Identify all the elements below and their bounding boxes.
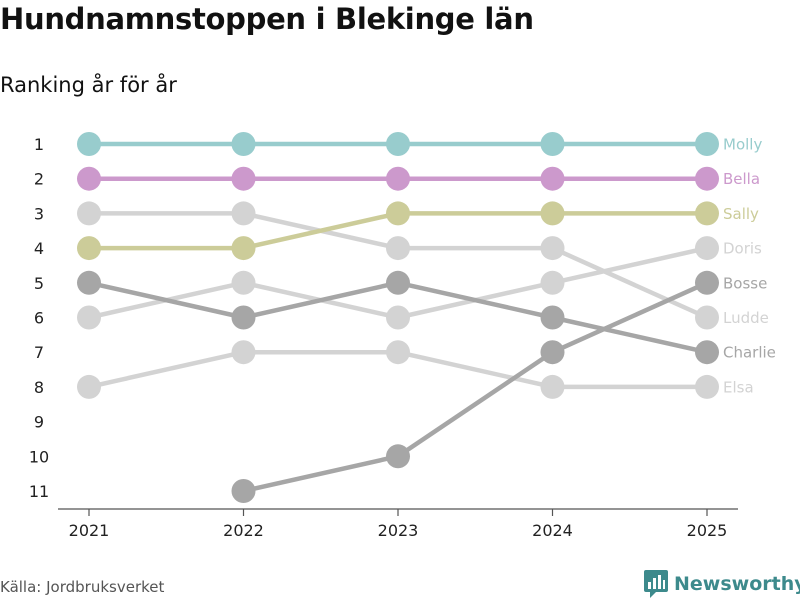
series-layer: Elsa Ludde Doris Charlie Bosse Sally Bella Moll… [77, 132, 776, 503]
point-sally-2021 [77, 236, 101, 261]
point-bella-2022 [231, 166, 256, 191]
point-molly-2024 [540, 132, 565, 156]
y-tick-label-8: 8 [34, 378, 44, 397]
point-doris-2025 [695, 236, 719, 261]
x-axis: 2021 2022 2023 2024 2025 [58, 508, 738, 540]
point-doris-2021 [77, 305, 101, 330]
series-doris: Doris [77, 236, 762, 330]
series-molly: Molly [77, 132, 762, 156]
series-label-sally: Sally [723, 205, 759, 223]
point-doris-2024 [540, 270, 565, 295]
point-sally-2023 [386, 201, 410, 226]
point-sally-2024 [540, 201, 565, 226]
point-charlie-2024 [540, 305, 565, 330]
brand-name: Newsworthy [674, 573, 800, 595]
point-bella-2023 [386, 166, 410, 191]
source-note: Källa: Jordbruksverket [0, 578, 165, 596]
point-bosse-2022 [231, 479, 256, 503]
brand-logo[interactable]: Newsworthy [644, 570, 800, 598]
point-bosse-2023 [386, 444, 410, 469]
series-sally: Sally [77, 201, 759, 261]
point-sally-2025 [695, 201, 719, 226]
point-sally-2022 [231, 236, 256, 261]
point-ludde-2021 [77, 201, 101, 226]
series-label-charlie: Charlie [723, 344, 776, 362]
point-charlie-2023 [386, 270, 410, 295]
y-tick-label-2: 2 [34, 170, 44, 189]
y-tick-label-9: 9 [34, 413, 44, 432]
series-bosse: Bosse [231, 270, 767, 503]
point-elsa-2023 [386, 340, 410, 365]
y-tick-label-6: 6 [34, 309, 44, 328]
point-elsa-2022 [231, 340, 256, 365]
series-label-ludde: Ludde [723, 309, 769, 327]
point-charlie-2021 [77, 270, 101, 295]
y-tick-label-3: 3 [34, 204, 44, 223]
y-axis-ticks: 1 2 3 4 5 6 7 8 9 10 11 [29, 135, 49, 501]
x-tick-label-2024: 2024 [532, 521, 573, 540]
series-label-doris: Doris [723, 240, 762, 258]
point-bella-2024 [540, 166, 565, 191]
point-doris-2023 [386, 305, 410, 330]
point-elsa-2021 [77, 374, 101, 399]
point-molly-2023 [386, 132, 410, 156]
x-tick-label-2025: 2025 [687, 521, 728, 540]
point-elsa-2024 [540, 374, 565, 399]
x-tick-label-2021: 2021 [69, 521, 110, 540]
y-tick-label-5: 5 [34, 274, 44, 293]
series-label-elsa: Elsa [723, 378, 754, 396]
point-ludde-2022 [231, 201, 256, 226]
series-bella: Bella [77, 166, 760, 191]
point-ludde-2023 [386, 236, 410, 261]
point-molly-2025 [695, 132, 719, 156]
series-line-bosse [241, 280, 710, 494]
x-tick-label-2022: 2022 [223, 521, 264, 540]
point-bella-2025 [695, 166, 719, 191]
series-charlie: Charlie [77, 270, 776, 365]
point-ludde-2025 [695, 305, 719, 330]
point-bosse-2025 [695, 270, 719, 295]
series-label-bella: Bella [723, 170, 760, 188]
point-bosse-2024 [540, 340, 565, 365]
newsworthy-logo-icon [644, 570, 668, 598]
point-ludde-2024 [540, 236, 565, 261]
point-bella-2021 [77, 166, 101, 191]
point-elsa-2025 [695, 374, 719, 399]
point-molly-2022 [231, 132, 256, 156]
point-doris-2022 [231, 270, 256, 295]
chart-title: Hundnamnstoppen i Blekinge län [0, 2, 534, 36]
y-tick-label-10: 10 [29, 447, 49, 466]
y-tick-label-4: 4 [34, 239, 44, 258]
series-label-bosse: Bosse [723, 274, 767, 292]
point-charlie-2022 [231, 305, 256, 330]
series-elsa: Elsa [77, 340, 754, 399]
point-molly-2021 [77, 132, 101, 156]
series-label-molly: Molly [723, 136, 762, 154]
y-tick-label-1: 1 [34, 135, 44, 154]
point-charlie-2025 [695, 340, 719, 365]
y-tick-label-7: 7 [34, 343, 44, 362]
chart-subtitle: Ranking år för år [0, 73, 177, 97]
y-tick-label-11: 11 [29, 482, 49, 501]
x-tick-label-2023: 2023 [378, 521, 419, 540]
